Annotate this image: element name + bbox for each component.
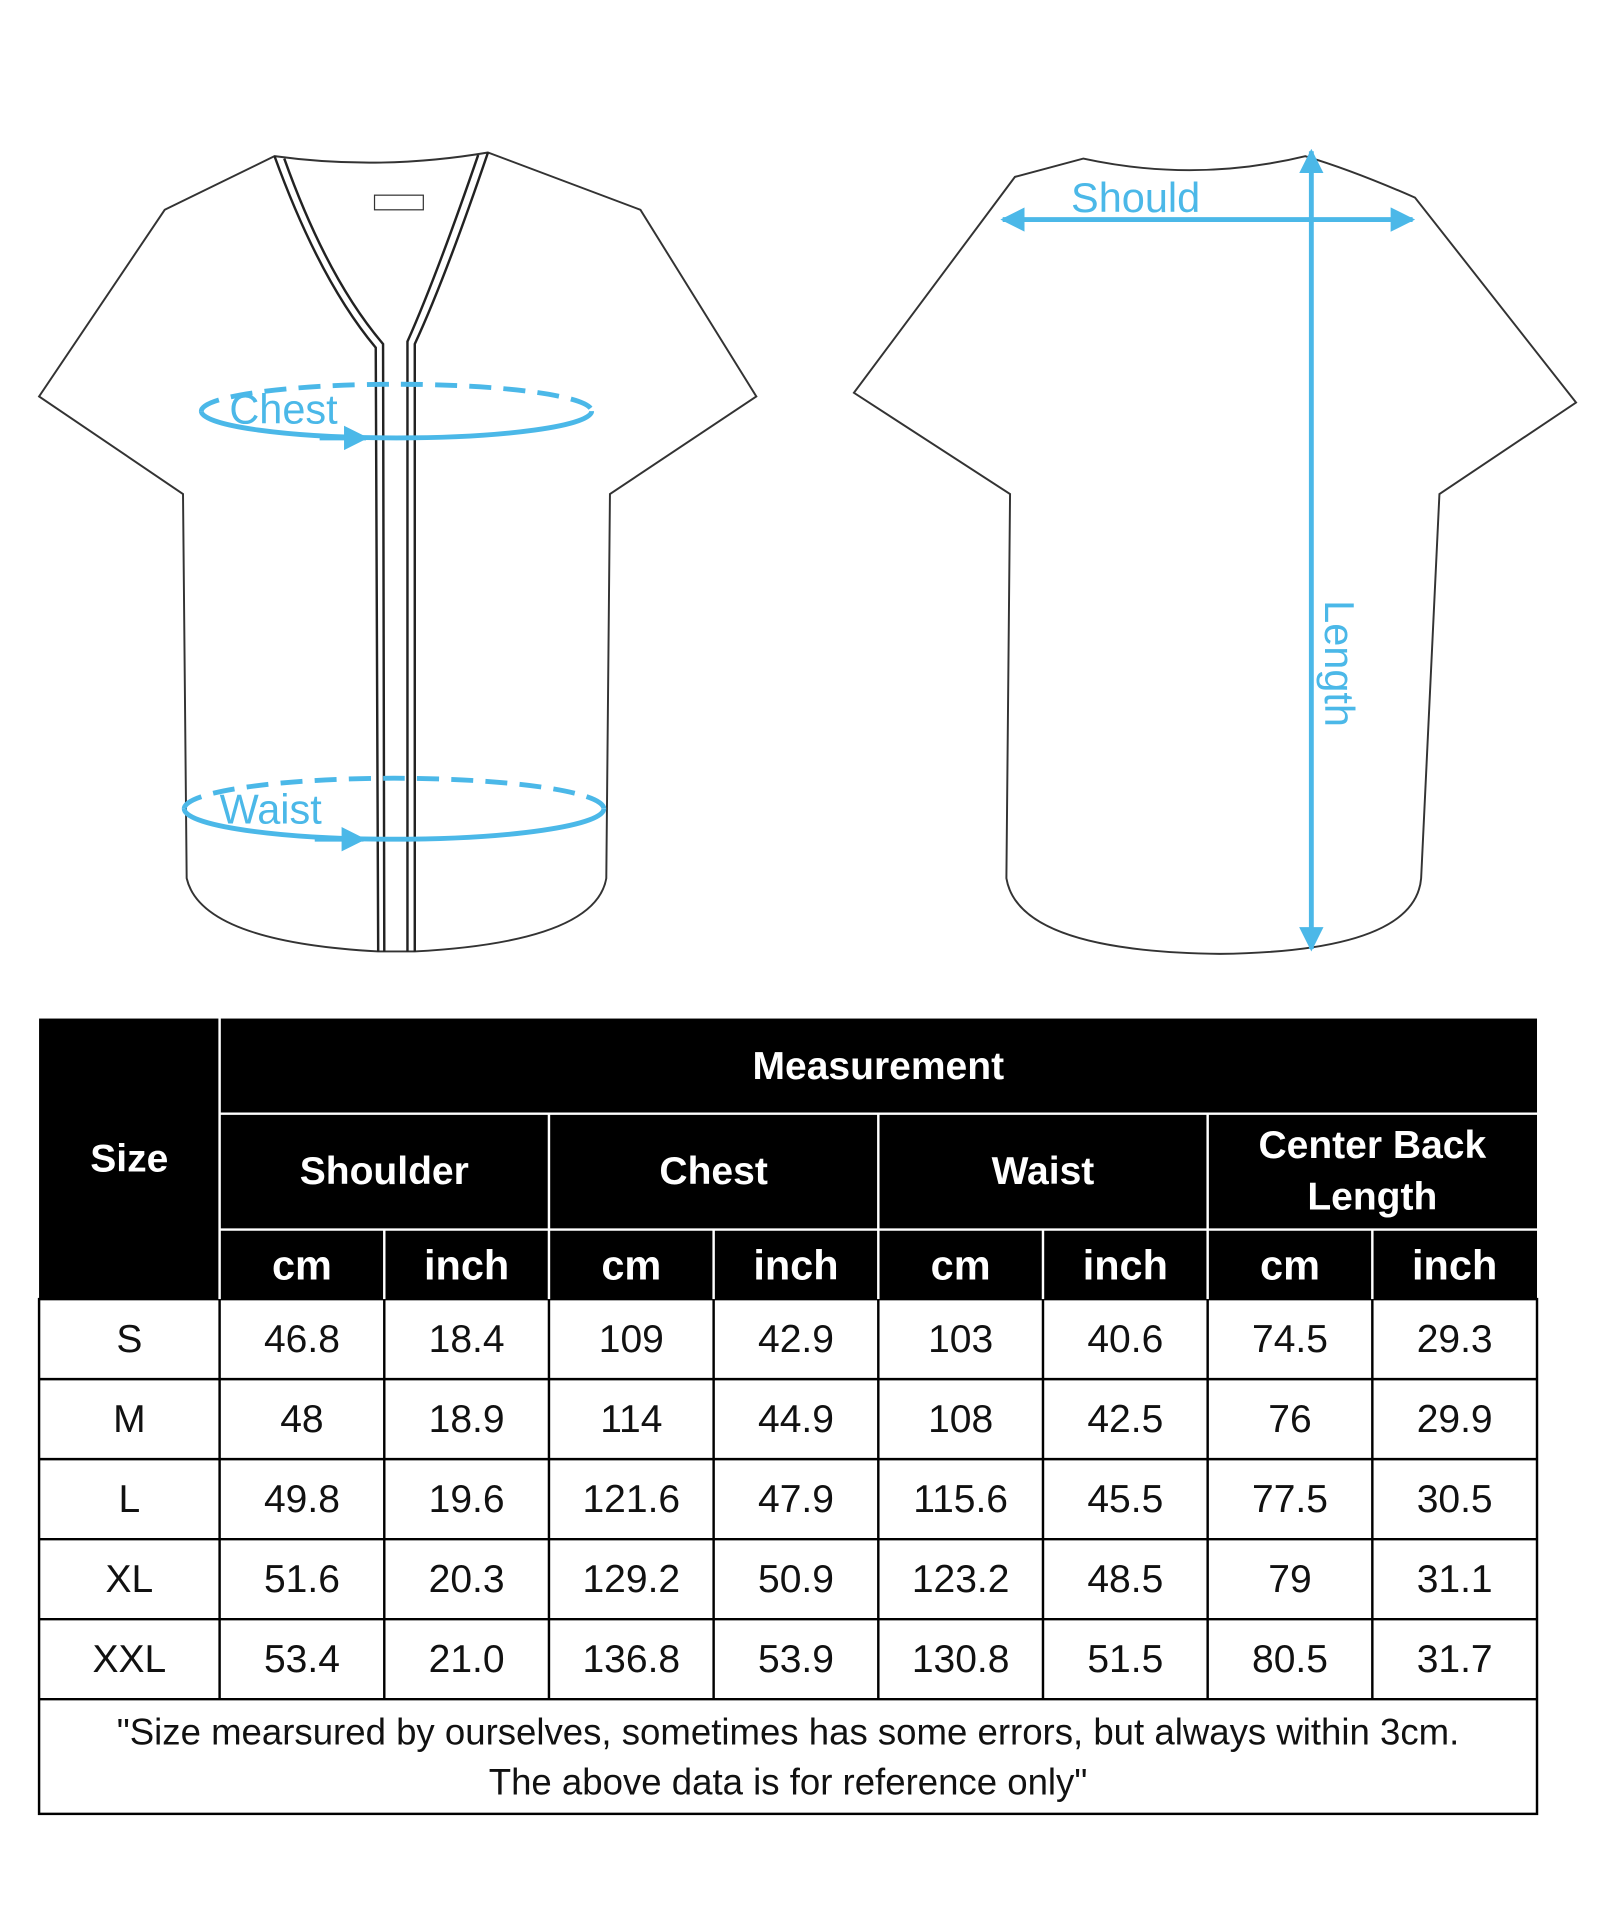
cell: 29.9	[1417, 1398, 1493, 1441]
should-label: Should	[1071, 174, 1200, 221]
cell: 76	[1268, 1398, 1311, 1441]
cell: 53.4	[264, 1638, 340, 1681]
cell: 129.2	[582, 1558, 680, 1601]
size-table: Size Measurement Shoulder Chest Waist Center …	[39, 1018, 1538, 1802]
unit-header: cm	[931, 1242, 991, 1289]
cell: 47.9	[758, 1478, 834, 1521]
cell: 130.8	[912, 1638, 1010, 1681]
cell: XL	[105, 1558, 153, 1601]
cell: 115.6	[913, 1478, 1008, 1521]
group-header: Chest	[659, 1150, 767, 1193]
cell: 77.5	[1252, 1478, 1328, 1521]
cell: 29.3	[1417, 1318, 1493, 1361]
cell: 136.8	[582, 1638, 680, 1681]
unit-header: inch	[753, 1242, 838, 1289]
waist-label: Waist	[220, 785, 323, 832]
cell: 79	[1268, 1558, 1311, 1601]
cell: 108	[928, 1398, 993, 1441]
note: The above data is for reference only"	[489, 1761, 1088, 1802]
measurement-header: Measurement	[753, 1045, 1005, 1088]
cell: 46.8	[264, 1318, 340, 1361]
cell: 48	[280, 1398, 323, 1441]
cell: 31.1	[1417, 1558, 1493, 1601]
table-header-bg	[39, 1018, 1538, 1300]
cell: 18.9	[429, 1398, 505, 1441]
front-shirt: Chest Waist	[37, 151, 758, 953]
group-header: Center Back	[1258, 1124, 1486, 1167]
cell: 53.9	[758, 1638, 834, 1681]
cell: 114	[600, 1398, 662, 1441]
group-header: Shoulder	[300, 1150, 469, 1193]
cell: XXL	[92, 1638, 166, 1681]
note: "Size mearsured by ourselves, sometimes …	[117, 1711, 1459, 1752]
unit-header: inch	[1083, 1242, 1168, 1289]
cell: M	[113, 1398, 146, 1441]
cell: 80.5	[1252, 1638, 1328, 1681]
cell: 109	[599, 1318, 664, 1361]
table-body	[37, 1297, 1539, 1816]
unit-header: cm	[1260, 1242, 1320, 1289]
cell: 50.9	[758, 1558, 834, 1601]
group-header: Length	[1307, 1175, 1437, 1218]
cell: 51.6	[264, 1558, 340, 1601]
cell: 40.6	[1087, 1318, 1163, 1361]
length-label: Length	[1316, 600, 1363, 727]
back-shirt: Should Length	[852, 148, 1578, 955]
cell: 21.0	[429, 1638, 505, 1681]
unit-header: cm	[272, 1242, 332, 1289]
cell: L	[118, 1478, 140, 1521]
cell: 31.7	[1417, 1638, 1493, 1681]
cell: 74.5	[1252, 1318, 1328, 1361]
cell: 30.5	[1417, 1478, 1493, 1521]
cell: 51.5	[1087, 1638, 1163, 1681]
cell: 18.4	[429, 1318, 505, 1361]
chest-label: Chest	[229, 385, 338, 432]
unit-header: inch	[424, 1242, 509, 1289]
cell: 49.8	[264, 1478, 340, 1521]
cell: 123.2	[912, 1558, 1010, 1601]
cell: 103	[928, 1318, 993, 1361]
cell: 44.9	[758, 1398, 834, 1441]
group-header: Waist	[992, 1150, 1095, 1193]
unit-header: cm	[601, 1242, 661, 1289]
cell: 45.5	[1087, 1478, 1163, 1521]
cell: 121.6	[582, 1478, 680, 1521]
cell: S	[116, 1318, 142, 1361]
cell: 20.3	[429, 1558, 505, 1601]
cell: 48.5	[1087, 1558, 1163, 1601]
cell: 42.5	[1087, 1398, 1163, 1441]
cell: 42.9	[758, 1318, 834, 1361]
size-header: Size	[90, 1138, 168, 1181]
cell: 19.6	[429, 1478, 505, 1521]
unit-header: inch	[1412, 1242, 1497, 1289]
